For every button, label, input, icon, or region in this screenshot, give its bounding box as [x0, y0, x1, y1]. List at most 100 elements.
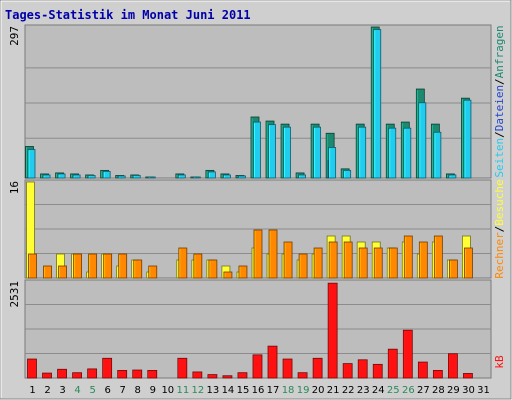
chart-labels: 297162531Seiten/Dateien/AnfragenRechner/… — [8, 25, 506, 368]
chart-panels — [24, 24, 492, 379]
day-label-17: 17 — [267, 385, 280, 396]
bar-rechner-day-4 — [73, 253, 82, 279]
day-label-20: 20 — [312, 385, 325, 396]
bar-kb-day-23 — [357, 359, 368, 379]
bar-seiten-day-25 — [388, 127, 397, 179]
bar-rechner-day-11 — [178, 247, 188, 279]
bar-rechner-day-24 — [373, 247, 383, 279]
bar-kb-day-2 — [42, 372, 52, 379]
bar-seiten-day-30 — [463, 99, 472, 179]
bar-rechner-day-22 — [343, 241, 353, 279]
bar-seiten-day-16 — [253, 121, 261, 179]
bar-kb-day-27 — [417, 361, 428, 379]
bar-seiten-day-26 — [403, 127, 412, 179]
bar-rechner-day-8 — [133, 259, 143, 279]
bar-rechner-day-23 — [358, 247, 368, 279]
bar-seiten-day-29 — [448, 174, 457, 179]
day-label-3: 3 — [59, 385, 65, 396]
day-label-23: 23 — [357, 385, 370, 396]
bar-seiten-day-19 — [298, 174, 306, 179]
bar-rechner-day-5 — [88, 253, 98, 279]
bar-kb-day-24 — [372, 363, 383, 379]
bar-kb-day-6 — [102, 357, 113, 379]
bar-rechner-day-3 — [58, 265, 67, 279]
bar-kb-day-4 — [72, 372, 82, 379]
day-label-8: 8 — [135, 385, 141, 396]
bar-seiten-day-17 — [268, 124, 276, 179]
bar-seiten-day-23 — [358, 126, 367, 179]
series-label-anfragen: Anfragen — [493, 25, 506, 78]
day-label-31: 31 — [477, 385, 490, 396]
series-label-dateien: Dateien — [493, 85, 506, 131]
day-label-19: 19 — [297, 385, 310, 396]
panel-2-ymax-label: 16 — [8, 181, 21, 194]
bar-rechner-day-27 — [418, 241, 428, 279]
bar-rechner-day-2 — [43, 265, 52, 279]
bar-kb-day-17 — [267, 345, 278, 379]
bar-rechner-day-26 — [403, 235, 413, 279]
bar-kb-day-30 — [463, 373, 473, 379]
panel-3-ymax-label: 2531 — [8, 281, 21, 308]
bar-kb-day-22 — [342, 363, 353, 379]
day-label-12: 12 — [192, 385, 205, 396]
day-label-1: 1 — [29, 385, 35, 396]
day-label-2: 2 — [44, 385, 50, 396]
bar-rechner-day-29 — [449, 259, 458, 279]
bar-kb-day-9 — [147, 370, 158, 379]
bar-rechner-day-25 — [388, 247, 398, 279]
bar-rechner-day-1 — [28, 253, 37, 279]
panel-1-ymax-label: 297 — [8, 26, 21, 46]
bar-seiten-day-11 — [177, 174, 186, 179]
bar-rechner-day-30 — [464, 247, 473, 279]
bar-rechner-day-13 — [208, 259, 218, 279]
bar-kb-day-5 — [87, 368, 98, 379]
bar-rechner-day-28 — [433, 235, 443, 279]
day-label-11: 11 — [176, 385, 189, 396]
bar-rechner-day-18 — [283, 241, 293, 279]
day-label-22: 22 — [342, 385, 355, 396]
bar-rechner-day-21 — [328, 241, 338, 279]
bar-seiten-day-12 — [192, 176, 201, 179]
panel-2 — [24, 179, 492, 279]
day-label-10: 10 — [161, 385, 174, 396]
bar-seiten-day-5 — [87, 175, 96, 179]
separator: / — [493, 78, 506, 85]
bar-kb-day-18 — [282, 358, 293, 379]
bar-rechner-day-17 — [268, 229, 278, 279]
bar-seiten-day-8 — [132, 175, 141, 179]
day-label-5: 5 — [89, 385, 95, 396]
panel-2-series-labels: Rechner/Besuche — [493, 179, 506, 278]
bar-seiten-day-27 — [418, 102, 427, 179]
bar-rechner-day-12 — [193, 253, 203, 279]
day-label-26: 26 — [402, 385, 415, 396]
bar-rechner-day-15 — [238, 265, 248, 279]
panel-3-series-labels: kB — [493, 355, 506, 369]
bar-seiten-day-20 — [313, 126, 322, 179]
bar-kb-day-14 — [222, 375, 233, 379]
series-label-rechner: Rechner — [493, 232, 506, 279]
series-label-besuche: Besuche — [493, 179, 506, 225]
bar-rechner-day-9 — [148, 265, 158, 279]
bar-seiten-day-22 — [343, 169, 352, 179]
bar-seiten-day-18 — [283, 126, 291, 179]
bar-kb-day-26 — [402, 329, 413, 379]
day-label-13: 13 — [207, 385, 220, 396]
panel-1 — [24, 24, 492, 179]
day-label-15: 15 — [237, 385, 250, 396]
day-label-7: 7 — [120, 385, 126, 396]
bar-kb-day-8 — [132, 369, 143, 379]
bar-seiten-day-2 — [42, 174, 51, 179]
day-label-30: 30 — [462, 385, 475, 396]
bar-kb-day-21 — [327, 282, 338, 379]
bar-kb-day-20 — [312, 357, 323, 379]
bar-rechner-day-20 — [313, 247, 323, 279]
bar-seiten-day-14 — [223, 174, 231, 179]
day-label-18: 18 — [282, 385, 295, 396]
day-label-16: 16 — [252, 385, 265, 396]
bar-seiten-day-1 — [27, 149, 36, 179]
bar-rechner-day-7 — [118, 253, 128, 279]
bar-rechner-day-14 — [223, 271, 233, 279]
bar-seiten-day-7 — [117, 175, 126, 179]
bar-kb-day-25 — [387, 348, 398, 379]
chart-title: Tages-Statistik im Monat Juni 2011 — [5, 8, 251, 22]
